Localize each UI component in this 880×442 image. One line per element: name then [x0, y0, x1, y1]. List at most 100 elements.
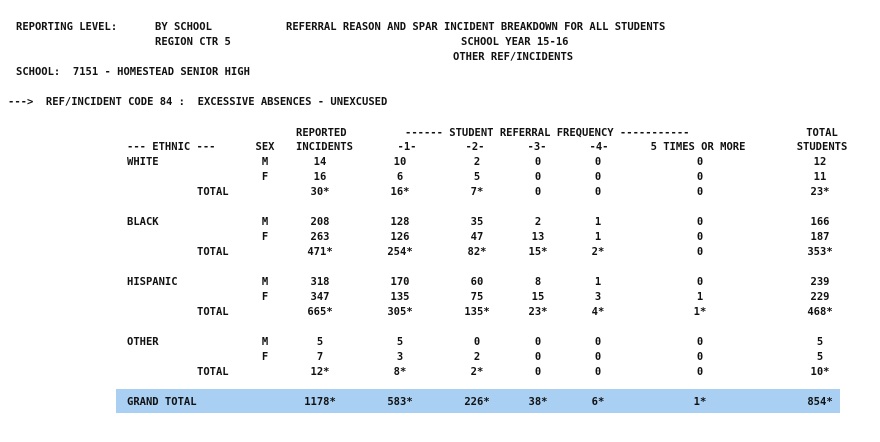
table-cell: 187	[810, 231, 830, 243]
total-cell: 0	[696, 186, 704, 198]
total-cell: 23*	[528, 306, 548, 318]
total-cell: 15*	[528, 246, 548, 258]
table-cell: 0	[534, 351, 542, 363]
table-cell: 263	[310, 231, 330, 243]
total-cell: 23*	[810, 186, 830, 198]
table-cell: 1	[594, 276, 602, 288]
table-cell: 170	[390, 276, 410, 288]
table-cell: 0	[696, 231, 704, 243]
report-title: REFERRAL REASON AND SPAR INCIDENT BREAKD…	[286, 21, 666, 33]
total-label: TOTAL	[197, 306, 229, 318]
table-cell: 166	[810, 216, 830, 228]
total-header-top: TOTAL	[806, 127, 838, 139]
sex-cell: F	[261, 171, 269, 183]
table-cell: 15	[531, 291, 545, 303]
total-cell: 1*	[693, 306, 707, 318]
table-cell: 16	[313, 171, 327, 183]
table-cell: 11	[813, 171, 827, 183]
total-cell: 4*	[591, 306, 605, 318]
table-cell: 0	[594, 336, 602, 348]
grand-total-cell: 226*	[464, 396, 490, 408]
total-cell: 30*	[310, 186, 330, 198]
total-cell: 0	[696, 366, 704, 378]
total-header-bottom: STUDENTS	[796, 141, 848, 153]
table-cell: 14	[313, 156, 327, 168]
table-cell: 2	[473, 156, 481, 168]
school-year: SCHOOL YEAR 15-16	[461, 36, 569, 48]
total-cell: 0	[534, 186, 542, 198]
total-cell: 2*	[591, 246, 605, 258]
sex-cell: M	[261, 156, 269, 168]
total-cell: 254*	[387, 246, 413, 258]
table-cell: 0	[696, 336, 704, 348]
total-cell: 468*	[807, 306, 833, 318]
report-subtitle: OTHER REF/INCIDENTS	[453, 51, 574, 63]
total-cell: 471*	[307, 246, 333, 258]
total-cell: 0	[534, 366, 542, 378]
table-cell: 75	[470, 291, 484, 303]
table-cell: 35	[470, 216, 484, 228]
freq-1-header: -1-	[397, 141, 417, 153]
table-cell: 0	[594, 351, 602, 363]
table-cell: 13	[531, 231, 545, 243]
table-cell: 1	[594, 231, 602, 243]
grand-total-label: GRAND TOTAL	[127, 396, 197, 408]
table-cell: 0	[696, 351, 704, 363]
reporting-level-value: BY SCHOOL	[155, 21, 212, 33]
total-cell: 135*	[464, 306, 490, 318]
grand-total-cell: 854*	[807, 396, 833, 408]
grand-total-cell: 38*	[528, 396, 548, 408]
sex-cell: M	[261, 336, 269, 348]
freq-5-header: 5 TIMES OR MORE	[650, 141, 746, 153]
group-name: OTHER	[127, 336, 159, 348]
table-cell: 0	[696, 171, 704, 183]
table-cell: 0	[534, 336, 542, 348]
table-cell: 229	[810, 291, 830, 303]
table-cell: 126	[390, 231, 410, 243]
table-cell: 47	[470, 231, 484, 243]
table-cell: 0	[594, 171, 602, 183]
reported-header-bottom: INCIDENTS	[296, 141, 353, 153]
total-cell: 353*	[807, 246, 833, 258]
grand-total-highlight	[116, 389, 840, 413]
sex-cell: F	[261, 291, 269, 303]
group-name: WHITE	[127, 156, 159, 168]
frequency-banner: ------ STUDENT REFERRAL FREQUENCY ------…	[405, 127, 690, 139]
table-cell: 3	[594, 291, 602, 303]
table-cell: 8	[534, 276, 542, 288]
reported-header-top: REPORTED	[296, 127, 347, 139]
table-cell: 5	[816, 336, 824, 348]
table-cell: 128	[390, 216, 410, 228]
table-cell: 0	[696, 216, 704, 228]
table-cell: 208	[310, 216, 330, 228]
grand-total-cell: 1*	[693, 396, 707, 408]
table-cell: 5	[816, 351, 824, 363]
table-cell: 60	[470, 276, 484, 288]
total-cell: 0	[696, 246, 704, 258]
total-label: TOTAL	[197, 186, 229, 198]
total-cell: 82*	[467, 246, 487, 258]
grand-total-cell: 583*	[387, 396, 413, 408]
total-cell: 0	[594, 366, 602, 378]
table-cell: 5	[473, 171, 481, 183]
table-cell: 0	[696, 276, 704, 288]
table-cell: 1	[696, 291, 704, 303]
total-cell: 0	[594, 186, 602, 198]
table-cell: 7	[316, 351, 324, 363]
total-cell: 12*	[310, 366, 330, 378]
sex-header: SEX	[255, 141, 275, 153]
table-cell: 12	[813, 156, 827, 168]
total-cell: 16*	[390, 186, 410, 198]
table-cell: 6	[396, 171, 404, 183]
table-cell: 0	[534, 156, 542, 168]
total-cell: 665*	[307, 306, 333, 318]
table-cell: 10	[393, 156, 407, 168]
total-cell: 2*	[470, 366, 484, 378]
sex-cell: M	[261, 216, 269, 228]
grand-total-cell: 1178*	[304, 396, 336, 408]
group-name: BLACK	[127, 216, 159, 228]
table-cell: 318	[310, 276, 330, 288]
reporting-level-label: REPORTING LEVEL:	[16, 21, 118, 33]
table-cell: 0	[473, 336, 481, 348]
freq-3-header: -3-	[527, 141, 547, 153]
